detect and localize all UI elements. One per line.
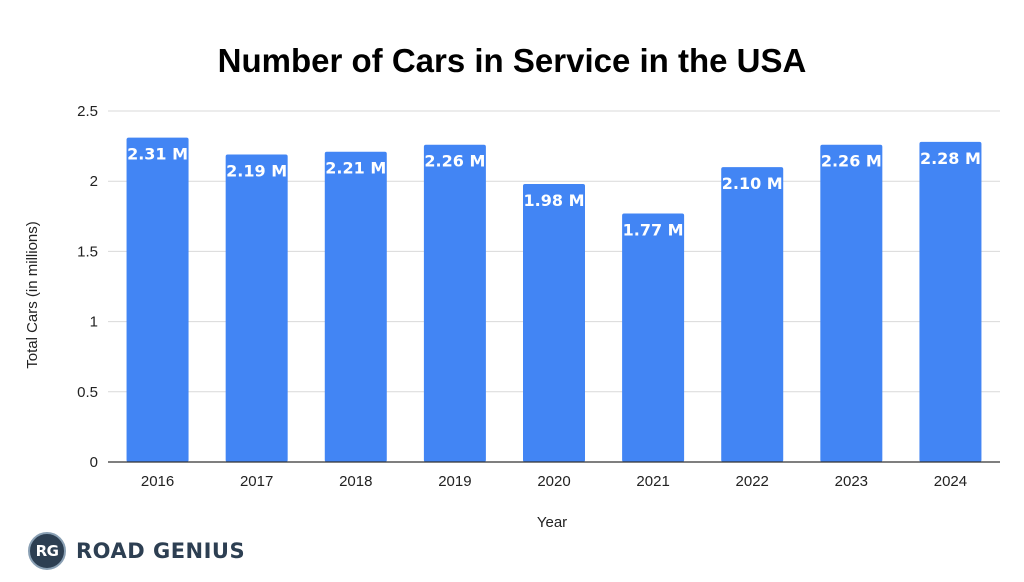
bar-2017 — [225, 154, 288, 463]
logo-text: ROAD GENIUS — [76, 539, 246, 563]
x-tick-label: 2022 — [736, 473, 769, 490]
bar-2023 — [820, 144, 883, 463]
bar-2018 — [324, 151, 387, 462]
x-tick-label: 2024 — [934, 473, 967, 490]
bar-2021 — [622, 213, 685, 462]
bar-2016 — [126, 137, 189, 462]
y-tick-label: 2.5 — [77, 103, 98, 120]
x-tick-label: 2019 — [438, 473, 471, 490]
data-label: 2.26 M — [424, 152, 485, 171]
x-tick-label: 2016 — [141, 473, 174, 490]
bar-2019 — [423, 144, 486, 463]
y-tick-labels: 0 0.5 1 1.5 2 2.5 — [77, 103, 98, 471]
data-label: 2.31 M — [127, 145, 188, 164]
x-tick-label: 2023 — [835, 473, 868, 490]
y-axis-title: Total Cars (in millions) — [24, 221, 41, 369]
x-tick-label: 2021 — [636, 473, 669, 490]
data-label: 2.21 M — [325, 159, 386, 178]
bar-2020 — [523, 184, 585, 462]
y-tick-label: 2 — [90, 173, 98, 190]
chart-title: Number of Cars in Service in the USA — [217, 42, 807, 79]
data-label: 2.19 M — [226, 162, 287, 181]
bar-2024 — [919, 141, 982, 462]
data-label: 1.98 M — [524, 191, 585, 210]
x-axis-title: Year — [537, 514, 567, 531]
y-tick-label: 1 — [90, 314, 98, 331]
x-tick-labels: 2016 2017 2018 2019 2020 2021 2022 2023 2024 — [141, 473, 967, 490]
data-label: 2.10 M — [722, 174, 783, 193]
x-tick-label: 2017 — [240, 473, 273, 490]
x-tick-label: 2018 — [339, 473, 372, 490]
data-label: 2.26 M — [821, 152, 882, 171]
data-label: 2.28 M — [920, 149, 981, 168]
y-tick-label: 0.5 — [77, 384, 98, 401]
bars: 2.31 M 2.19 M 2.21 M 2.26 M 1.98 M 1.77 M 2.10… — [126, 137, 982, 463]
road-genius-logo: RG ROAD GENIUS — [28, 530, 245, 572]
data-label: 1.77 M — [623, 220, 684, 239]
bar-2022 — [721, 167, 784, 462]
x-tick-label: 2020 — [537, 473, 570, 490]
logo-badge-icon: RG — [28, 532, 66, 570]
y-tick-label: 1.5 — [77, 243, 98, 260]
y-tick-label: 0 — [90, 454, 98, 471]
